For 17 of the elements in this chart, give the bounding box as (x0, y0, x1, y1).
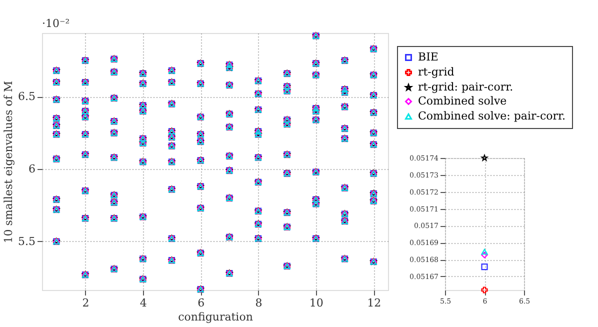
text: ·10⁻² (42, 17, 70, 30)
legend-label: Combined solve (418, 94, 507, 108)
x-axis-title: configuration (178, 310, 253, 324)
legend-label: Combined solve: pair-corr. (418, 110, 566, 122)
legend-label: rt-grid (418, 66, 454, 78)
x-tick-label: 6 (198, 296, 205, 310)
legend-label: rt-grid: pair-corr. (418, 80, 514, 94)
y-tick-label: 6.5 (18, 90, 36, 104)
x-tick-label: 12 (367, 296, 382, 310)
y-tick-label: 6 (28, 162, 36, 176)
y-axis-title: 10 smallest eigenvalues of M (2, 80, 16, 244)
x-tick-label: 10 (309, 296, 324, 310)
x-tick-label: 8 (255, 296, 262, 310)
y-tick-label: 5.5 (18, 234, 36, 248)
x-tick-label: 4 (140, 296, 147, 310)
legend-label: BIE (418, 50, 438, 64)
x-tick-label: 2 (82, 296, 90, 310)
